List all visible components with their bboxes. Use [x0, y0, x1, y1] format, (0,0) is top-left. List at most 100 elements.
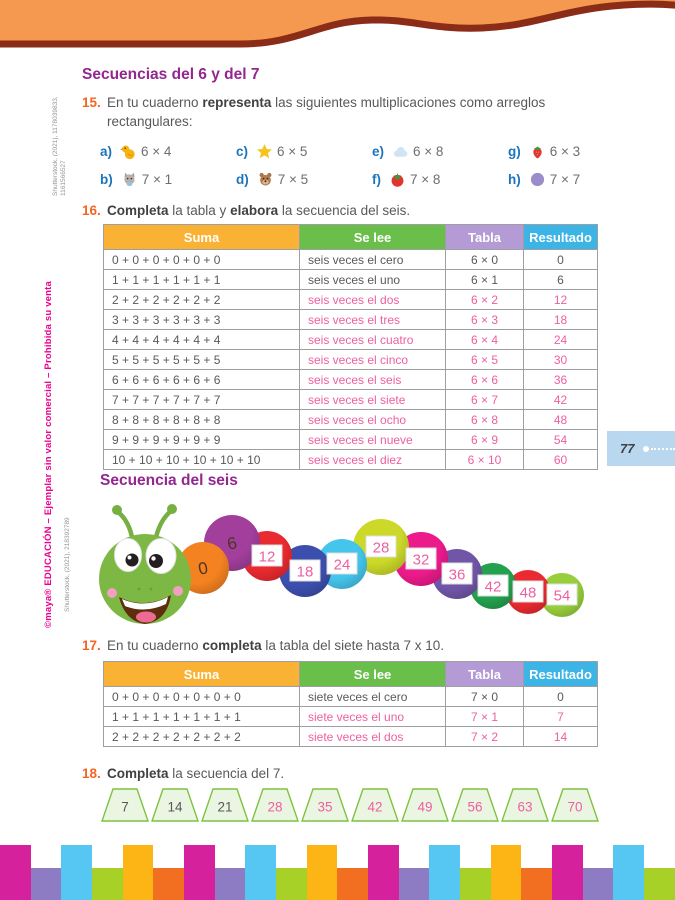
sequence-trapezoid [201, 788, 249, 822]
footer-bar [644, 868, 675, 900]
cell-se-lee: seis veces el cero [299, 249, 446, 270]
segment-number-tag [441, 562, 473, 585]
footer-bar [490, 845, 522, 900]
item-letter: a) [100, 143, 113, 159]
segment-number-label: 48 [520, 585, 537, 602]
sequence-trapezoid [401, 788, 449, 822]
sequence-number: 49 [417, 800, 432, 815]
item-letter: b) [100, 171, 113, 187]
cell-se-lee: seis veces el cinco [299, 349, 446, 370]
table-row: 9 + 9 + 9 + 9 + 9 + 9 seis veces el nueve… [103, 429, 598, 450]
multiplication-expression: 6 × 3 [549, 143, 581, 159]
kitten-icon [124, 172, 135, 186]
footer-bar [429, 845, 461, 900]
cell-se-lee: siete veces el cero [299, 686, 446, 707]
cell-se-lee: seis veces el tres [299, 309, 446, 330]
star-icon [257, 143, 272, 158]
page-number: 77 [620, 441, 635, 456]
sequence-number: 21 [217, 800, 232, 815]
sequence-trapezoid [501, 788, 549, 822]
sequence-trapezoid [151, 788, 199, 822]
multiplication-items: a) 6 × 4 b) 7 × 1 c) 6 × 5 d) 7 × 5 e) 6 × 8 f) 7 ×… [100, 137, 618, 193]
footer-bar [61, 845, 93, 900]
cell-suma: 1 + 1 + 1 + 1 + 1 + 1 + 1 [103, 706, 300, 727]
table-row: 5 + 5 + 5 + 5 + 5 + 5 seis veces el cinco… [103, 349, 598, 370]
exercise-18-text: Completa la secuencia del 7. [107, 766, 285, 781]
footer-bar [245, 845, 277, 900]
footer-bar [337, 868, 369, 900]
segment-number-tag [289, 559, 321, 582]
multiplication-expression: 7 × 1 [141, 171, 173, 187]
table-row: 2 + 2 + 2 + 2 + 2 + 2 + 2 siete veces el … [103, 726, 598, 747]
footer-bar [0, 845, 31, 900]
cell-tabla: 6 × 4 [445, 329, 524, 350]
cheek-left [107, 588, 117, 598]
cell-tabla: 6 × 3 [445, 309, 524, 330]
multiplication-item: e) 6 × 8 [372, 137, 508, 165]
exercise-17: 17. En tu cuaderno completa la tabla del… [82, 636, 444, 655]
cell-suma: 4 + 4 + 4 + 4 + 4 + 4 [103, 329, 300, 350]
photo-credit-caterpillar: Shutterstock, (2021), 218392789 [64, 517, 71, 612]
exercise-15-number: 15. [82, 95, 101, 110]
footer-bar [214, 868, 246, 900]
cell-suma: 0 + 0 + 0 + 0 + 0 + 0 [103, 249, 300, 270]
column-header: Suma [103, 661, 300, 687]
cell-suma: 10 + 10 + 10 + 10 + 10 + 10 [103, 449, 300, 470]
sequence-trapezoid [451, 788, 499, 822]
tomato-icon [391, 172, 404, 187]
footer-bar [460, 868, 491, 900]
cell-resultado: 14 [523, 726, 598, 747]
column-header: Resultado [523, 661, 598, 687]
table-of-six: Suma Se lee Tabla Resultado 0 + 0 + 0 + 0 + … [103, 224, 598, 470]
multiplication-item: f) 7 × 8 [372, 165, 508, 193]
cell-tabla: 6 × 6 [445, 369, 524, 390]
sequence-trapezoid [101, 788, 149, 822]
segment-number-label: 18 [297, 564, 314, 581]
segment-number-label: 0 [196, 558, 209, 579]
cell-suma: 0 + 0 + 0 + 0 + 0 + 0 + 0 [103, 686, 300, 707]
cell-suma: 2 + 2 + 2 + 2 + 2 + 2 [103, 289, 300, 310]
cell-suma: 1 + 1 + 1 + 1 + 1 + 1 [103, 269, 300, 290]
sequence-number: 35 [317, 800, 332, 815]
item-letter: g) [508, 143, 521, 159]
copyright-vertical-text: ©maya® EDUCACIÓN – Ejemplar sin valor co… [43, 280, 54, 628]
cell-se-lee: seis veces el seis [299, 369, 446, 390]
cell-se-lee: seis veces el ocho [299, 409, 446, 430]
multiplication-expression: 6 × 5 [277, 143, 308, 159]
table-row: 1 + 1 + 1 + 1 + 1 + 1 seis veces el uno 6 … [103, 269, 598, 290]
footer-bars-decoration [0, 845, 675, 900]
segment-number-label: 42 [485, 579, 502, 596]
multiplication-expression: 6 × 4 [141, 143, 172, 159]
sequence-number: 56 [467, 800, 482, 815]
table-row: 0 + 0 + 0 + 0 + 0 + 0 + 0 siete veces el … [103, 686, 598, 707]
column-header: Tabla [445, 661, 524, 687]
cell-resultado: 60 [523, 449, 598, 470]
exercise-16-text: Completa la tabla y elabora la secuencia… [107, 203, 411, 218]
cell-se-lee: seis veces el dos [299, 289, 446, 310]
item-letter: d) [236, 171, 249, 187]
segment-number-tag [477, 574, 509, 597]
column-header: Se lee [299, 661, 446, 687]
table-of-seven: Suma Se lee Tabla Resultado 0 + 0 + 0 + 0 + … [103, 661, 598, 747]
exercise-15: 15. En tu cuaderno representa las siguie… [82, 93, 587, 131]
segment-number-tag [405, 547, 437, 570]
strawberry-icon [533, 146, 542, 159]
segment-number-label: 54 [554, 588, 571, 605]
item-letter: h) [508, 171, 521, 187]
column-header: Suma [103, 224, 300, 250]
item-letter: e) [372, 143, 385, 159]
wave-shape [0, 0, 675, 48]
segment-number-tag [365, 535, 397, 558]
multiplication-expression: 7 × 8 [410, 171, 441, 187]
sequence-trapezoid [301, 788, 349, 822]
cell-tabla: 7 × 0 [445, 686, 524, 707]
cell-tabla: 6 × 9 [445, 429, 524, 450]
cell-tabla: 6 × 10 [445, 449, 524, 470]
section-title: Secuencias del 6 y del 7 [82, 66, 260, 83]
exercise-18-number: 18. [82, 766, 101, 781]
caterpillar-illustration: 06 12 18 24 28 32 36 42 48 54 [99, 504, 584, 624]
footer-bar [92, 868, 123, 900]
cell-suma: 7 + 7 + 7 + 7 + 7 + 7 [103, 389, 300, 410]
cell-resultado: 54 [523, 429, 598, 450]
cell-suma: 9 + 9 + 9 + 9 + 9 + 9 [103, 429, 300, 450]
